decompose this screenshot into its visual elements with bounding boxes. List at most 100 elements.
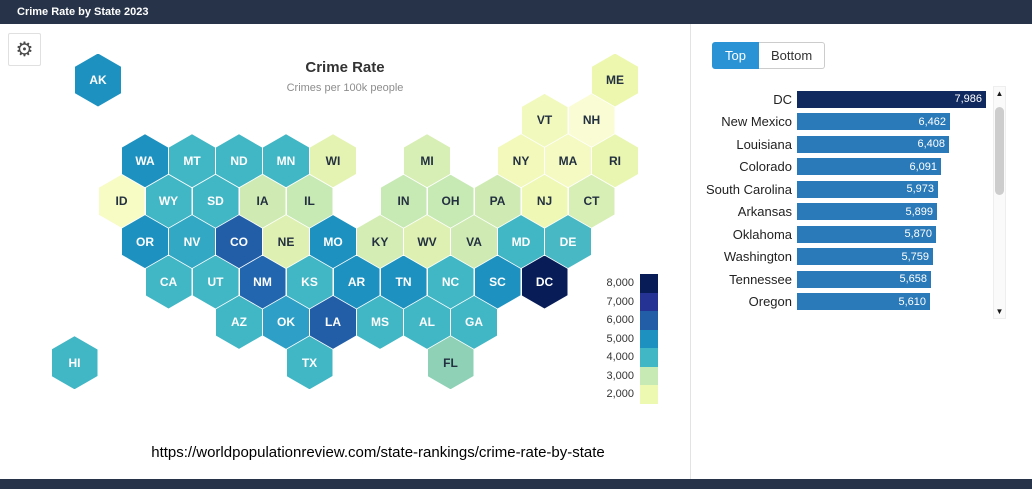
state-name: Louisiana bbox=[736, 136, 792, 152]
map-legend: 8,000 7,000 6,000 5,000 4,000 3,000 2,000 bbox=[594, 274, 658, 404]
legend-row: 8,000 bbox=[594, 274, 658, 293]
legend-row: 3,000 bbox=[594, 366, 658, 385]
legend-label: 4,000 bbox=[606, 351, 634, 364]
ranking-row: Louisiana 6,408 bbox=[691, 133, 991, 156]
state-hex-hi[interactable]: HI bbox=[51, 336, 98, 390]
state-hex-al[interactable]: AL bbox=[404, 295, 450, 349]
state-name: New Mexico bbox=[721, 114, 792, 130]
state-hex-ca[interactable]: CA bbox=[145, 255, 192, 309]
hex-map-area: Crime Rate Crimes per 100k people AK ME VT… bbox=[0, 24, 690, 479]
state-hex-nm[interactable]: NM bbox=[239, 255, 286, 309]
legend-swatch bbox=[640, 274, 658, 293]
tab-top[interactable]: Top bbox=[712, 42, 759, 69]
state-hex-vt[interactable]: VT bbox=[521, 93, 568, 147]
state-hex-ct[interactable]: CT bbox=[568, 174, 615, 228]
scroll-up-icon[interactable]: ▲ bbox=[995, 89, 1004, 98]
value-bar: 5,973 bbox=[797, 180, 938, 198]
state-hex-nc[interactable]: NC bbox=[427, 255, 474, 309]
state-hex-nh[interactable]: NH bbox=[568, 93, 615, 147]
value-bar: 6,091 bbox=[797, 158, 941, 176]
legend-row: 7,000 bbox=[594, 292, 658, 311]
legend-label: 2,000 bbox=[606, 388, 634, 401]
value-label: 6,091 bbox=[909, 160, 937, 173]
value-bar: 5,658 bbox=[797, 270, 931, 288]
value-bar-track: 6,408 bbox=[797, 135, 987, 153]
window-title: Crime Rate by State 2023 bbox=[17, 6, 149, 18]
state-hex-ms[interactable]: MS bbox=[357, 295, 403, 349]
state-hex-tx[interactable]: TX bbox=[286, 336, 333, 390]
state-hex-me[interactable]: ME bbox=[592, 53, 638, 107]
state-hex-dc[interactable]: DC bbox=[521, 255, 568, 309]
ranking-list: DC 7,986 New Mexico 6,462 Louisiana 6,408 Colo… bbox=[691, 88, 991, 313]
map-title: Crime Rate bbox=[305, 59, 385, 76]
state-hex-sc[interactable]: SC bbox=[474, 255, 521, 309]
value-label: 5,899 bbox=[905, 205, 933, 218]
state-hex-az[interactable]: AZ bbox=[216, 295, 262, 349]
value-bar: 6,462 bbox=[797, 113, 950, 131]
ranking-row: DC 7,986 bbox=[691, 88, 991, 111]
ranking-panel: Top Bottom DC 7,986 New Mexico 6,462 Louisian… bbox=[691, 24, 1032, 479]
value-bar: 5,759 bbox=[797, 248, 933, 266]
value-bar: 5,899 bbox=[797, 203, 937, 221]
panel-divider bbox=[690, 24, 691, 479]
legend-swatch bbox=[640, 348, 658, 367]
window-titlebar: Crime Rate by State 2023 bbox=[0, 0, 1032, 24]
legend-swatch bbox=[640, 366, 658, 385]
value-bar: 7,986 bbox=[797, 90, 986, 108]
main-content: ⚙ Crime Rate Crimes per 100k people AK ME… bbox=[0, 24, 1032, 479]
legend-label: 5,000 bbox=[606, 332, 634, 345]
value-label: 5,973 bbox=[906, 183, 934, 196]
state-hex-fl[interactable]: FL bbox=[427, 336, 474, 390]
state-name: Oregon bbox=[748, 294, 792, 310]
top-bottom-toggle: Top Bottom bbox=[712, 42, 826, 69]
gear-icon: ⚙ bbox=[15, 39, 34, 61]
state-name: Oklahoma bbox=[732, 226, 792, 242]
state-hex-ga[interactable]: GA bbox=[451, 295, 497, 349]
scrollbar-thumb[interactable] bbox=[995, 107, 1004, 195]
state-hex-nj[interactable]: NJ bbox=[521, 174, 568, 228]
ranking-row: South Carolina 5,973 bbox=[691, 178, 991, 201]
value-label: 6,462 bbox=[918, 115, 946, 128]
legend-swatch bbox=[640, 292, 658, 311]
value-label: 7,986 bbox=[954, 93, 982, 106]
value-label: 5,759 bbox=[901, 250, 929, 263]
state-hex-ks[interactable]: KS bbox=[286, 255, 333, 309]
legend-label: 6,000 bbox=[606, 314, 634, 327]
state-hex-ar[interactable]: AR bbox=[333, 255, 380, 309]
legend-swatch bbox=[640, 311, 658, 330]
ranking-row: Washington 5,759 bbox=[691, 246, 991, 269]
state-name: South Carolina bbox=[706, 181, 792, 197]
state-name: Arkansas bbox=[737, 204, 792, 220]
ranking-row: Arkansas 5,899 bbox=[691, 201, 991, 224]
legend-row: 5,000 bbox=[594, 329, 658, 348]
state-hex-de[interactable]: DE bbox=[545, 215, 591, 269]
legend-row: 4,000 bbox=[594, 348, 658, 367]
map-subtitle: Crimes per 100k people bbox=[286, 82, 404, 94]
value-bar-track: 5,658 bbox=[797, 270, 987, 288]
state-hex-ri[interactable]: RI bbox=[592, 134, 638, 188]
state-hex-ma[interactable]: MA bbox=[545, 134, 591, 188]
value-label: 5,658 bbox=[899, 273, 927, 286]
source-url: https://worldpopulationreview.com/state-… bbox=[151, 444, 605, 461]
state-name: Tennessee bbox=[729, 271, 792, 287]
value-bar-track: 5,759 bbox=[797, 248, 987, 266]
state-name: Washington bbox=[723, 249, 792, 265]
ranking-row: Oklahoma 5,870 bbox=[691, 223, 991, 246]
state-hex-ok[interactable]: OK bbox=[263, 295, 309, 349]
state-hex-tn[interactable]: TN bbox=[380, 255, 427, 309]
value-bar-track: 5,973 bbox=[797, 180, 987, 198]
settings-button[interactable]: ⚙ bbox=[8, 33, 41, 66]
value-label: 5,610 bbox=[898, 295, 926, 308]
legend-swatch bbox=[640, 385, 658, 404]
tab-bottom[interactable]: Bottom bbox=[758, 42, 826, 69]
ranking-row: New Mexico 6,462 bbox=[691, 111, 991, 134]
legend-label: 7,000 bbox=[606, 295, 634, 308]
legend-row: 6,000 bbox=[594, 311, 658, 330]
hex-map: AK ME VT NH WA MT ND MN WI MI NY MA RI ID WY SD IA IL IN OH… bbox=[0, 24, 690, 479]
list-scrollbar[interactable]: ▲ ▼ bbox=[993, 86, 1006, 319]
value-bar: 5,610 bbox=[797, 293, 930, 311]
state-hex-ak[interactable]: AK bbox=[75, 53, 121, 107]
scroll-down-icon[interactable]: ▼ bbox=[995, 307, 1004, 316]
state-hex-la[interactable]: LA bbox=[310, 295, 356, 349]
state-hex-ut[interactable]: UT bbox=[192, 255, 239, 309]
